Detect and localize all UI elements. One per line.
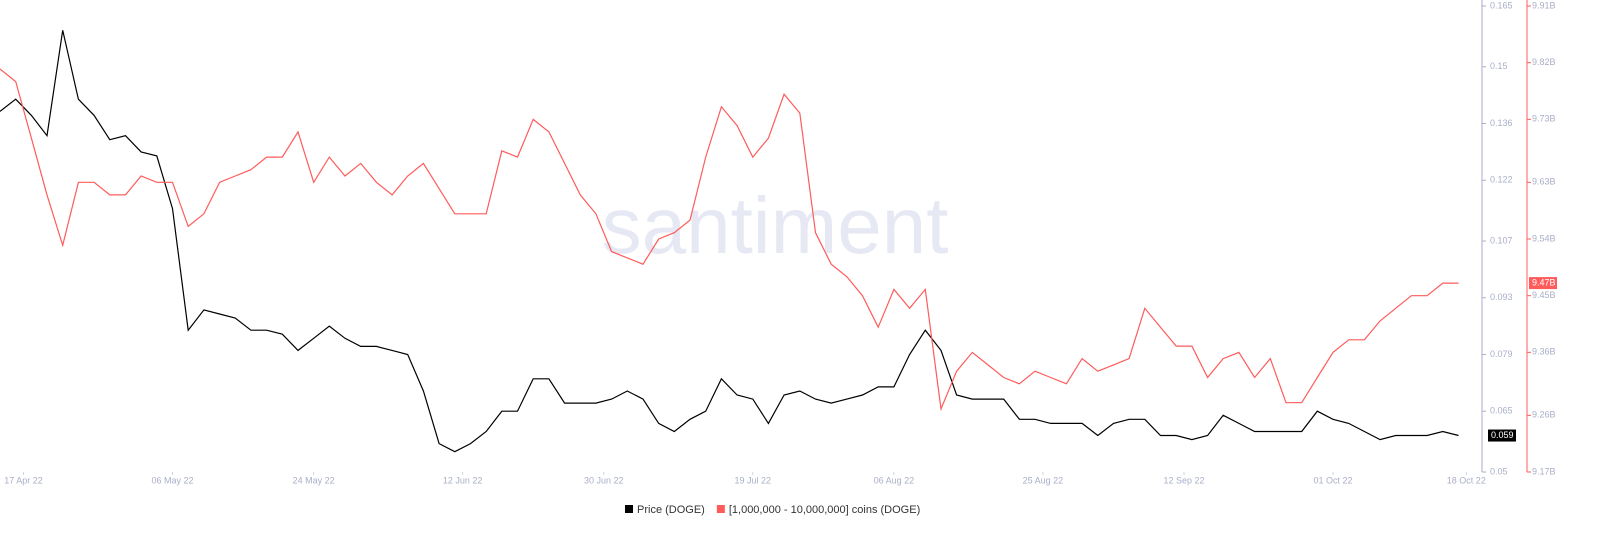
x-tick-label: 01 Oct 22 — [1314, 475, 1353, 485]
y2-tick-label: 9.26B — [1532, 410, 1556, 420]
y2-tick-label: 9.17B — [1532, 466, 1556, 476]
y-tick-label: 0.122 — [1490, 175, 1513, 185]
y2-tick-label: 9.73B — [1532, 114, 1556, 124]
y-tick-label: 0.065 — [1490, 406, 1513, 416]
y-tick-label: 0.079 — [1490, 349, 1513, 359]
y-tick-label: 0.107 — [1490, 235, 1513, 245]
series-line — [0, 68, 1459, 412]
y-tick-label: 0.136 — [1490, 118, 1513, 128]
y-tick-label: 0.093 — [1490, 292, 1513, 302]
y2-tick-label: 9.82B — [1532, 57, 1556, 67]
y2-tick-label: 9.36B — [1532, 347, 1556, 357]
x-tick-label: 30 Jun 22 — [584, 475, 624, 485]
x-tick-label: 06 May 22 — [151, 475, 193, 485]
x-tick-label: 06 Aug 22 — [874, 475, 915, 485]
end-label-box — [1488, 429, 1516, 442]
x-tick-label: 24 May 22 — [293, 475, 335, 485]
y2-tick-label: 9.63B — [1532, 177, 1556, 187]
end-label-box — [1529, 277, 1557, 290]
end-label: 9.47B — [1532, 277, 1556, 287]
legend-swatch — [625, 505, 633, 513]
x-tick-label: 12 Sep 22 — [1164, 475, 1205, 485]
y2-tick-label: 9.45B — [1532, 290, 1556, 300]
y2-tick-label: 9.54B — [1532, 233, 1556, 243]
x-tick-label: 17 Apr 22 — [4, 475, 43, 485]
y-tick-label: 0.15 — [1490, 61, 1508, 71]
legend-swatch — [716, 505, 725, 513]
x-tick-label: 19 Jul 22 — [734, 475, 771, 485]
legend-label: Price (DOGE) — [637, 504, 705, 516]
x-tick-label: 25 Aug 22 — [1023, 475, 1064, 485]
y-tick-label: 0.05 — [1490, 466, 1508, 476]
y-tick-label: 0.165 — [1490, 0, 1513, 10]
legend-label: [1,000,000 - 10,000,000] coins (DOGE) — [729, 504, 920, 516]
series-line — [0, 30, 1459, 453]
watermark: santiment — [602, 181, 949, 270]
x-tick-label: 18 Oct 22 — [1447, 475, 1486, 485]
y2-tick-label: 9.91B — [1532, 0, 1556, 10]
end-label: 0.059 — [1491, 430, 1514, 440]
x-tick-label: 12 Jun 22 — [443, 475, 483, 485]
